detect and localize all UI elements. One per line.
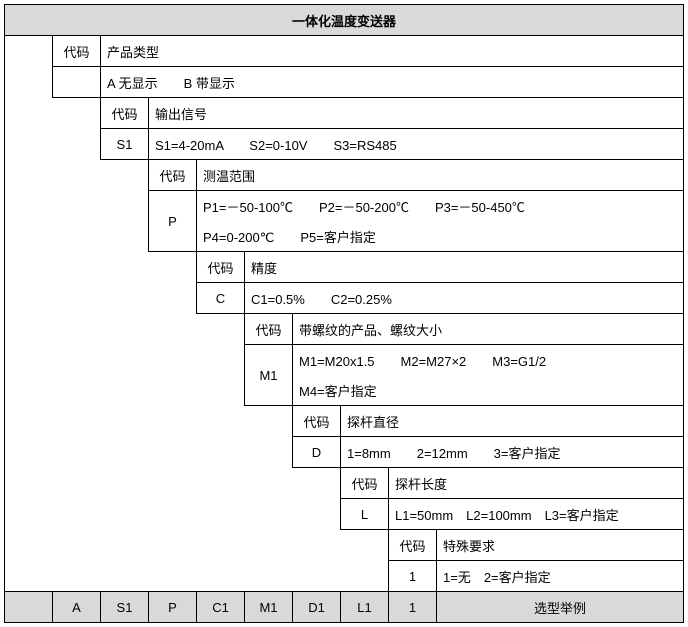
ex-c4: C1 bbox=[197, 592, 245, 623]
r1-value: A 无显示 B 带显示 bbox=[101, 67, 684, 98]
r2-label: 输出信号 bbox=[149, 98, 684, 129]
ex-label: 选型举例 bbox=[437, 592, 684, 623]
r2-codeval: S1 bbox=[101, 129, 149, 160]
r8-value: 1=无 2=客户指定 bbox=[437, 561, 684, 592]
ex-c5: M1 bbox=[245, 592, 293, 623]
r8-label: 特殊要求 bbox=[437, 530, 684, 561]
r3-label: 测温范围 bbox=[197, 160, 684, 191]
ex-c3: P bbox=[149, 592, 197, 623]
r2-code: 代码 bbox=[101, 98, 149, 129]
spec-table: 一体化温度变送器 代码 产品类型 A 无显示 B 带显示 代码 输出信号 S1 … bbox=[4, 4, 684, 623]
r4-code: 代码 bbox=[197, 252, 245, 283]
r3-value2: P4=0-200℃ P5=客户指定 bbox=[197, 221, 684, 252]
r7-codeval: L bbox=[341, 499, 389, 530]
r1-label: 产品类型 bbox=[101, 36, 684, 67]
ex-c2: S1 bbox=[101, 592, 149, 623]
r4-value: C1=0.5% C2=0.25% bbox=[245, 283, 684, 314]
r2-value: S1=4-20mA S2=0-10V S3=RS485 bbox=[149, 129, 684, 160]
r3-codeval: P bbox=[149, 191, 197, 252]
r5-value2: M4=客户指定 bbox=[293, 375, 684, 406]
r7-label: 探杆长度 bbox=[389, 468, 684, 499]
ex-c6: D1 bbox=[293, 592, 341, 623]
r7-value: L1=50mm L2=100mm L3=客户指定 bbox=[389, 499, 684, 530]
r5-value1: M1=M20x1.5 M2=M27×2 M3=G1/2 bbox=[293, 345, 684, 376]
r6-label: 探杆直径 bbox=[341, 406, 684, 437]
ex-c1: A bbox=[53, 592, 101, 623]
ex-c8: 1 bbox=[389, 592, 437, 623]
ex-c7: L1 bbox=[341, 592, 389, 623]
r8-codeval: 1 bbox=[389, 561, 437, 592]
r8-code: 代码 bbox=[389, 530, 437, 561]
r6-value: 1=8mm 2=12mm 3=客户指定 bbox=[341, 437, 684, 468]
r4-codeval: C bbox=[197, 283, 245, 314]
r5-code: 代码 bbox=[245, 314, 293, 345]
title: 一体化温度变送器 bbox=[5, 5, 684, 36]
r5-codeval: M1 bbox=[245, 345, 293, 406]
r7-code: 代码 bbox=[341, 468, 389, 499]
r4-label: 精度 bbox=[245, 252, 684, 283]
r5-label: 带螺纹的产品、螺纹大小 bbox=[293, 314, 684, 345]
example-row: A S1 P C1 M1 D1 L1 1 选型举例 bbox=[5, 592, 684, 623]
r1-code: 代码 bbox=[53, 36, 101, 67]
r6-code: 代码 bbox=[293, 406, 341, 437]
r6-codeval: D bbox=[293, 437, 341, 468]
r3-code: 代码 bbox=[149, 160, 197, 191]
r3-value1: P1=－50-100℃ P2=－50-200℃ P3=－50-450℃ bbox=[197, 191, 684, 222]
